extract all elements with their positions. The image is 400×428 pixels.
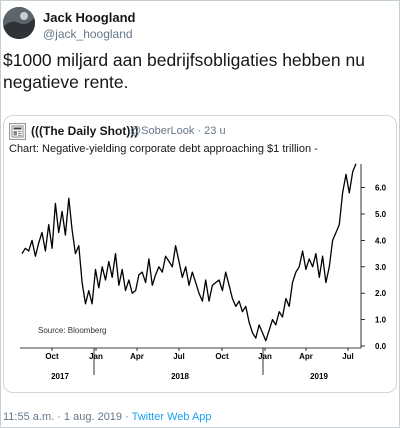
x-tick-label: Oct xyxy=(45,352,59,361)
x-tick-label: Oct xyxy=(215,352,229,361)
x-tick-label: Apr xyxy=(299,352,313,361)
quoted-tweet[interactable]: (((The Daily Shot))) @SoberLook · 23 u C… xyxy=(3,115,397,393)
x-tick-label: Jan xyxy=(258,352,272,361)
year-label: 2017 xyxy=(51,372,69,381)
chart-series-line xyxy=(21,163,357,342)
user-handle[interactable]: @jack_hoogland xyxy=(43,27,133,41)
year-label: 2018 xyxy=(171,372,189,381)
quoted-avatar xyxy=(9,123,26,140)
x-tick-label: Jul xyxy=(173,352,185,361)
x-tick-label: Jul xyxy=(342,352,354,361)
y-tick-label: 5.0 xyxy=(375,210,387,219)
chart: Source: Bloomberg 0.01.02.03.04.05.06.0 … xyxy=(20,163,387,381)
year-label: 2019 xyxy=(310,372,328,381)
profile-photo xyxy=(3,7,35,39)
tweet-text: $1000 miljard aan bedrijfsobligaties heb… xyxy=(3,50,365,92)
x-tick-label: Jan xyxy=(89,352,103,361)
quoted-tweet-text: Chart: Negative-yielding corporate debt … xyxy=(9,143,318,155)
avatar[interactable] xyxy=(3,7,35,39)
display-name[interactable]: Jack Hoogland xyxy=(43,10,136,25)
x-axis-ticks: Oct Jan Apr Jul Oct Jan Apr Jul xyxy=(45,348,354,361)
y-tick-label: 1.0 xyxy=(375,316,387,325)
y-tick-label: 3.0 xyxy=(375,263,387,272)
quoted-display-name[interactable]: (((The Daily Shot))) xyxy=(31,124,139,138)
tweet-meta: 11:55 a.m. · 1 aug. 2019 · Twitter Web A… xyxy=(3,411,212,423)
y-tick-label: 0.0 xyxy=(375,342,387,351)
newspaper-icon xyxy=(11,125,24,138)
chart-annotation: Source: Bloomberg xyxy=(38,326,106,335)
timestamp[interactable]: 11:55 a.m. · 1 aug. 2019 · xyxy=(3,411,129,423)
x-tick-label: Apr xyxy=(130,352,144,361)
year-labels: 2017 2018 2019 xyxy=(51,372,328,381)
y-tick-label: 2.0 xyxy=(375,289,387,298)
y-tick-label: 6.0 xyxy=(375,184,387,193)
quoted-handle-time[interactable]: @SoberLook · 23 u xyxy=(130,125,226,137)
client-source[interactable]: Twitter Web App xyxy=(131,411,212,423)
y-axis-ticks: 0.0 1.0 2.0 3.0 4.0 5.0 6.0 xyxy=(361,184,387,351)
y-tick-label: 4.0 xyxy=(375,236,387,245)
chart-plot xyxy=(20,163,362,375)
